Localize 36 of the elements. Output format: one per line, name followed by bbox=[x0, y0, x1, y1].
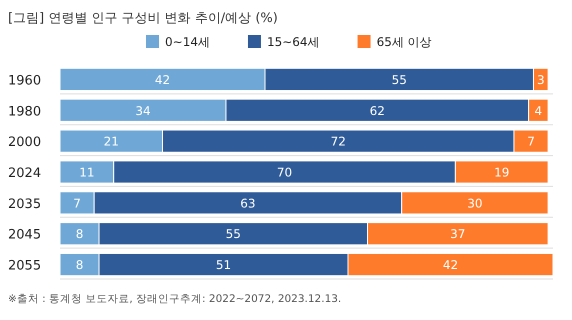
data-label: 63 bbox=[240, 196, 256, 210]
y-tick-label: 1980 bbox=[8, 104, 42, 120]
data-label: 30 bbox=[467, 196, 483, 210]
data-label: 8 bbox=[76, 258, 84, 272]
y-tick-label: 1960 bbox=[8, 73, 42, 88]
data-label: 42 bbox=[442, 258, 458, 272]
y-tick-label: 2000 bbox=[8, 135, 42, 150]
data-label: 7 bbox=[527, 134, 535, 149]
text: ※출처 : 통계청 보도자료, 장래인구추계: 2022~2072, 2023.12.13. bbox=[8, 293, 342, 305]
data-label: 34 bbox=[135, 104, 151, 118]
y-tick-label: 2055 bbox=[8, 258, 42, 274]
data-label: 42 bbox=[154, 72, 170, 87]
data-label: 70 bbox=[276, 166, 292, 180]
data-label: 3 bbox=[536, 72, 545, 87]
data-label: 19 bbox=[494, 166, 510, 180]
data-label: 7 bbox=[73, 196, 81, 210]
series-label: 15~64세 bbox=[266, 35, 320, 49]
legend-label: 0~14세 bbox=[165, 35, 210, 49]
data-label: 72 bbox=[330, 134, 346, 149]
data-label: 51 bbox=[216, 258, 232, 272]
data-label: 11 bbox=[79, 166, 94, 180]
data-label: 62 bbox=[370, 104, 385, 118]
data-label: 8 bbox=[76, 227, 84, 242]
legend-label: 65세 이상 bbox=[376, 35, 432, 49]
data-label: 55 bbox=[392, 72, 407, 87]
data-label: 37 bbox=[450, 227, 466, 242]
data-label: 55 bbox=[226, 227, 241, 242]
legend: 0~14세 bbox=[146, 35, 210, 49]
legend: 65세 이상 bbox=[358, 35, 432, 49]
y-tick-label: 2024 bbox=[8, 166, 42, 181]
y-tick-label: 2045 bbox=[8, 228, 42, 243]
chart-title: [그림] 연령별 인구 구성비 변화 추이/예상 (%) bbox=[8, 11, 278, 26]
legend: 15~64세 bbox=[248, 35, 320, 49]
data-label: 4 bbox=[534, 104, 542, 118]
y-tick-label: 2035 bbox=[8, 196, 42, 212]
data-label: 21 bbox=[104, 134, 119, 149]
